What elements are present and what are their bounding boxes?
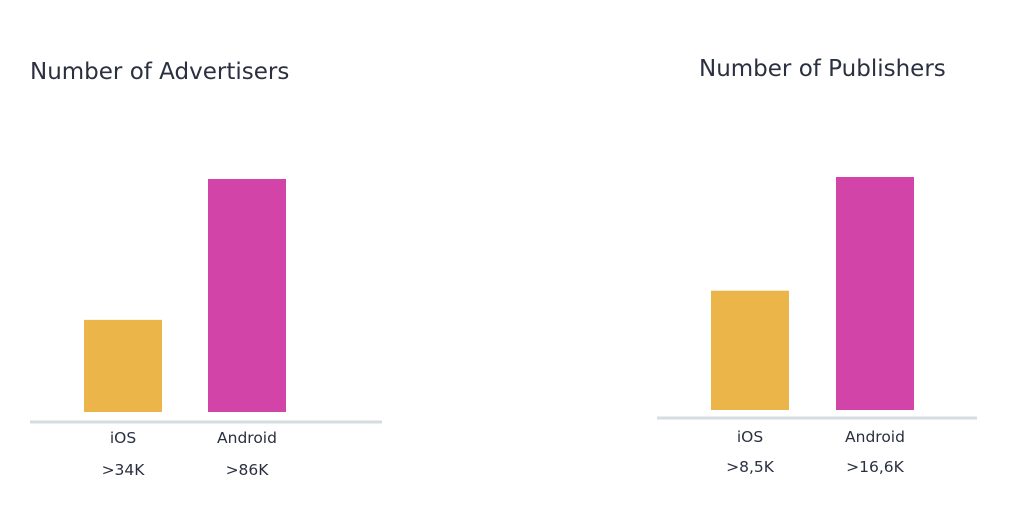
advertisers-chart: Number of Advertisers iOS Android >34K >…: [30, 59, 382, 479]
value-label-android: >16,6K: [846, 458, 904, 476]
bar-ios-advertisers: [84, 319, 162, 412]
value-label-ios: >8,5K: [726, 458, 775, 476]
value-label-ios: >34K: [102, 461, 146, 479]
publishers-chart: Number of Publishers iOS Android >8,5K >…: [657, 56, 977, 476]
bar-android-publishers: [836, 177, 914, 410]
bar-ios-publishers: [711, 290, 789, 410]
publishers-chart-title: Number of Publishers: [699, 56, 946, 82]
category-label-ios: iOS: [737, 428, 763, 446]
category-label-android: Android: [845, 428, 905, 446]
bar-android-advertisers: [208, 179, 286, 412]
advertisers-chart-title: Number of Advertisers: [30, 59, 289, 85]
value-label-android: >86K: [226, 461, 270, 479]
category-label-ios: iOS: [110, 429, 136, 447]
category-label-android: Android: [217, 429, 277, 447]
